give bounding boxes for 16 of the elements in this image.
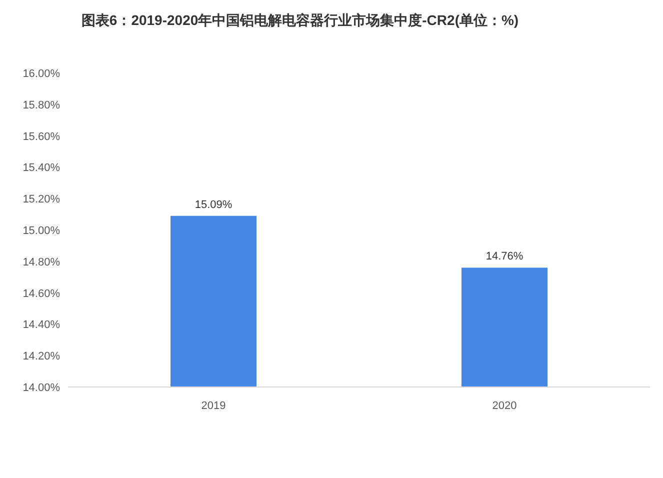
chart-title: 图表6：2019-2020年中国铝电解电容器行业市场集中度-CR2(单位：%): [81, 12, 519, 28]
y-tick-label: 14.80%: [22, 256, 60, 268]
y-tick-label: 15.00%: [22, 225, 60, 237]
x-tick-label: 2020: [492, 400, 517, 412]
data-label: 15.09%: [194, 198, 232, 211]
y-tick-label: 15.60%: [22, 130, 60, 143]
y-tick-label: 14.40%: [22, 319, 60, 332]
data-label: 14.76%: [486, 250, 524, 263]
y-tick-label: 14.60%: [22, 288, 60, 300]
y-tick-label: 15.40%: [22, 162, 60, 174]
y-tick-label: 14.00%: [22, 382, 60, 394]
y-tick-label: 15.80%: [22, 99, 60, 112]
y-tick-label: 16.00%: [22, 68, 60, 80]
y-tick-label: 14.20%: [22, 350, 60, 363]
x-tick-label: 2019: [201, 400, 226, 412]
y-tick-label: 15.20%: [22, 194, 60, 206]
